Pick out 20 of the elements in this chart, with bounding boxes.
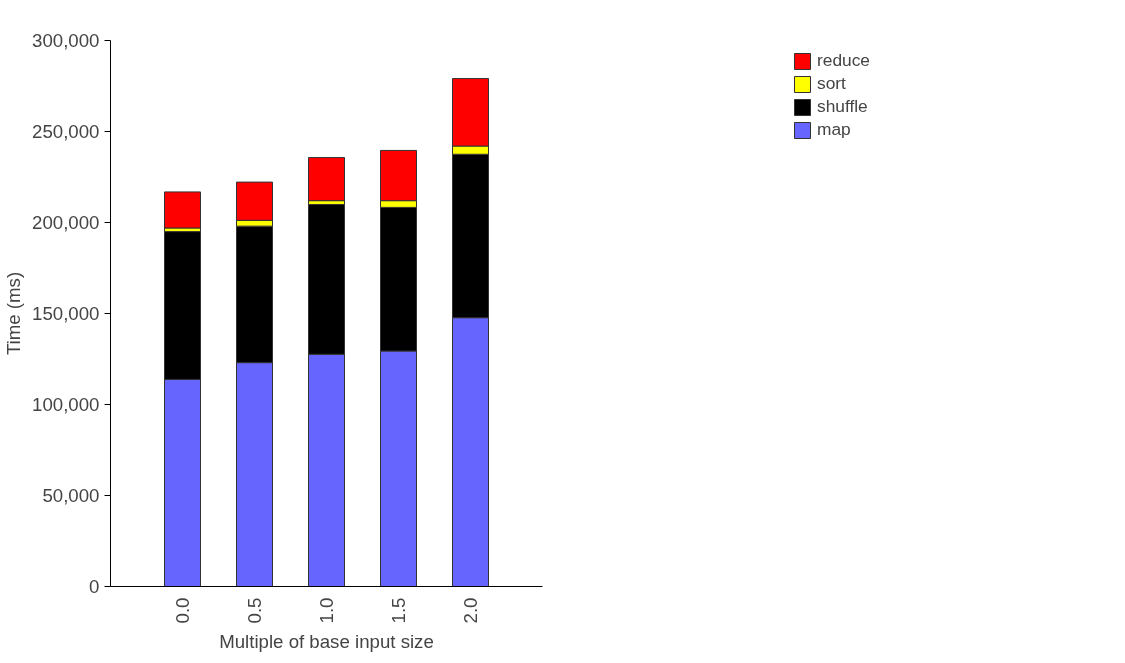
legend-label: map [817, 119, 851, 140]
x-tick-label: 2.0 [460, 597, 481, 624]
legend-label: sort [817, 73, 846, 94]
y-tick-label: 50,000 [42, 485, 100, 506]
legend-label: reduce [817, 50, 870, 71]
x-tick-label: 1.0 [316, 597, 337, 624]
y-tick-label: 250,000 [32, 121, 100, 142]
y-tick-label: 0 [89, 576, 100, 597]
x-tick-label: 0.0 [172, 597, 193, 624]
y-tick-label: 150,000 [32, 303, 100, 324]
x-tick-label: 0.5 [244, 597, 265, 624]
y-tick-label: 300,000 [32, 30, 100, 51]
y-tick-label: 100,000 [32, 394, 100, 415]
bar [308, 157, 345, 202]
x-tick-label: 1.5 [388, 597, 409, 624]
legend-label: shuffle [817, 96, 868, 117]
y-axis-title: Time (ms) [3, 271, 25, 356]
y-tick-label: 200,000 [32, 212, 100, 233]
x-axis-title: Multiple of base input size [219, 631, 434, 653]
bar [164, 191, 201, 229]
